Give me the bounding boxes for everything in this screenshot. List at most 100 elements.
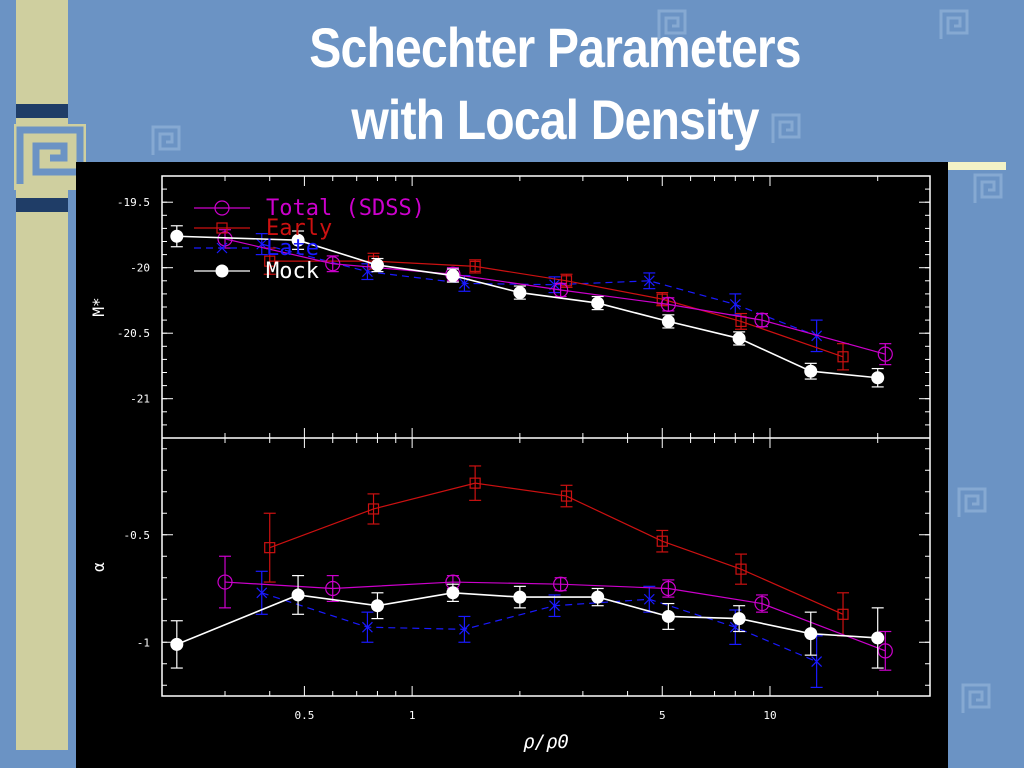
y-axis-label-mstar: M* (89, 297, 108, 316)
series-line (261, 592, 817, 663)
data-point (560, 490, 573, 502)
data-point (661, 314, 675, 328)
data-point (811, 330, 823, 342)
data-point (361, 621, 373, 633)
data-point (170, 229, 184, 243)
title-line-2: with Local Density (351, 88, 759, 151)
y-tick-label: -20.5 (117, 327, 150, 340)
data-point (754, 595, 770, 612)
y-axis-label-alpha: α (89, 562, 108, 572)
data-point (264, 255, 276, 267)
data-point (837, 351, 849, 363)
late-marker-stroke (458, 623, 470, 635)
greek-key-icon (14, 124, 86, 190)
data-point (811, 656, 823, 668)
series-early-mstar (263, 247, 850, 371)
series-line (176, 591, 878, 646)
legend-marker (216, 242, 228, 254)
x-tick-label: 1 (409, 709, 416, 722)
decor-rule-right (948, 162, 1006, 170)
late-marker-stroke (811, 330, 823, 342)
data-point (170, 637, 184, 651)
series-total-sdss-alpha (217, 555, 893, 671)
late-marker-stroke (256, 238, 268, 250)
data-point (871, 371, 885, 385)
data-point (361, 266, 373, 278)
y-tick-label: -1 (137, 636, 150, 649)
data-point (837, 608, 849, 620)
late-marker-stroke (811, 656, 823, 668)
y-tick-label: -21 (130, 393, 150, 406)
data-point (732, 612, 746, 626)
data-point (469, 260, 481, 272)
greek-key-icon (961, 683, 991, 713)
late-marker-stroke (216, 242, 228, 254)
series-line (261, 243, 817, 337)
late-marker-stroke (643, 275, 655, 287)
series-late-alpha (255, 570, 823, 689)
page-title: Schechter Parameters with Local Density (258, 12, 851, 156)
legend-item-early: Early (194, 216, 332, 241)
data-point (291, 233, 305, 247)
series-mock-mstar (170, 225, 885, 388)
late-marker-stroke (549, 600, 560, 612)
x-tick-label: 5 (659, 709, 666, 722)
data-point (877, 346, 893, 362)
data-point (325, 256, 341, 272)
data-point (591, 590, 605, 604)
data-point (458, 623, 470, 635)
greek-key-icon (771, 113, 801, 143)
data-point (370, 599, 384, 613)
legend-marker (214, 200, 230, 216)
data-point (513, 286, 527, 300)
greek-key-icon (151, 125, 181, 155)
data-point (871, 631, 885, 645)
late-marker-stroke (361, 621, 373, 633)
legend-marker (215, 264, 229, 278)
legend-item-late: Late (194, 236, 319, 261)
data-point (553, 576, 569, 592)
data-point (804, 627, 818, 641)
legend-item-total-sdss: Total (SDSS) (194, 196, 425, 221)
x-tick-label: 10 (763, 709, 776, 722)
data-point (367, 503, 380, 515)
y-tick-label: -19.5 (117, 196, 150, 209)
late-marker-stroke (361, 266, 373, 278)
data-point (754, 312, 770, 328)
legend-label: Total (SDSS) (266, 196, 425, 221)
y-tick-label: -0.5 (124, 529, 151, 542)
greek-key-icon (939, 9, 969, 39)
late-marker-stroke (256, 587, 268, 599)
late-marker-stroke (729, 298, 741, 310)
data-point (660, 580, 676, 597)
data-point (643, 275, 655, 287)
x-axis-label: ρ/ρ0 (523, 731, 569, 753)
y-tick-label: -20 (130, 262, 150, 275)
greek-key-icon (657, 9, 687, 39)
data-point (732, 331, 746, 345)
data-point (656, 535, 668, 547)
data-point (370, 258, 384, 272)
chart-panel (76, 162, 948, 768)
data-point (217, 231, 233, 247)
series-line (176, 235, 878, 379)
data-point (256, 587, 268, 599)
data-point (446, 586, 460, 600)
legend-label: Early (266, 216, 332, 241)
data-point (513, 590, 527, 604)
legend-label: Late (266, 236, 319, 261)
data-point (264, 542, 276, 554)
data-point (735, 563, 747, 575)
navy-decor-bar-bottom (16, 198, 68, 212)
title-line-1: Schechter Parameters (309, 16, 801, 79)
data-point (469, 477, 481, 489)
data-point (643, 593, 655, 605)
data-point (660, 296, 676, 312)
legend-item-mock: Mock (194, 259, 319, 284)
series-early-alpha (263, 465, 850, 637)
late-marker-stroke (643, 593, 655, 605)
greek-key-icon (973, 173, 1003, 203)
data-point (446, 269, 460, 283)
series-line (269, 260, 844, 358)
